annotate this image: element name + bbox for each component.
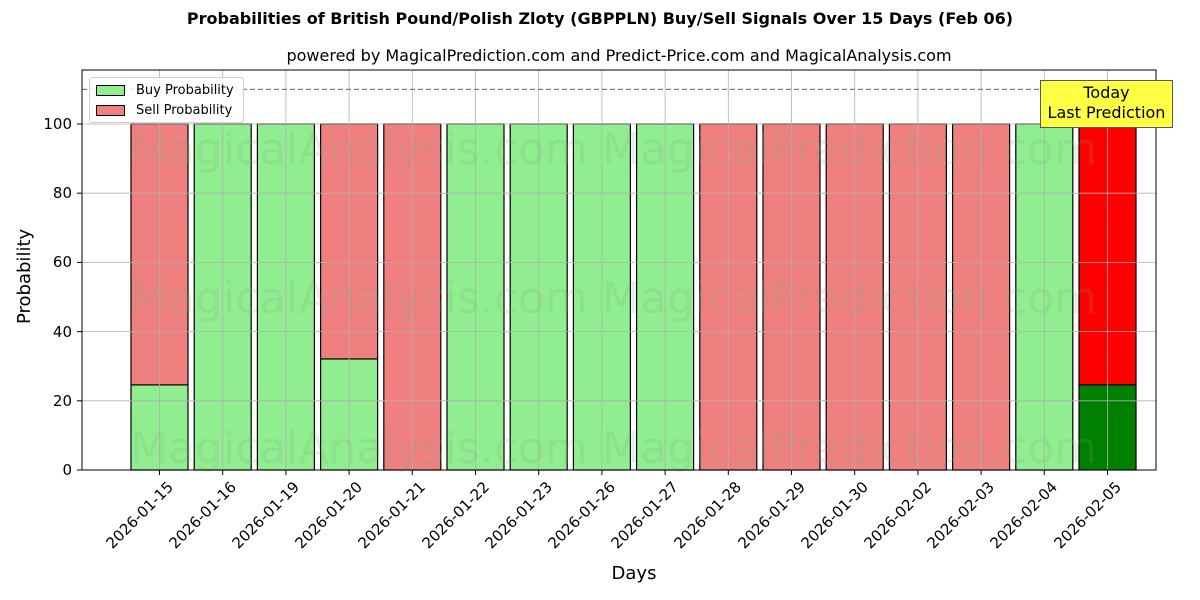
svg-text:MagicalPrediction.com: MagicalPrediction.com <box>602 273 1097 324</box>
legend: Buy Probability Sell Probability <box>89 77 244 123</box>
y-axis-label: Probability <box>14 228 35 324</box>
svg-text:MagicalAnalysis.com: MagicalAnalysis.com <box>130 423 588 474</box>
legend-sell-label: Sell Probability <box>136 102 233 118</box>
buy-swatch-icon <box>96 84 125 96</box>
legend-item-buy: Buy Probability <box>96 81 234 99</box>
annotation-line2: Last Prediction <box>1047 103 1166 122</box>
chart-subtitle: powered by MagicalPrediction.com and Pre… <box>286 46 952 65</box>
y-tick-label: 80 <box>52 184 72 203</box>
x-axis-label: Days <box>611 563 657 584</box>
legend-item-sell: Sell Probability <box>96 101 232 119</box>
svg-text:MagicalPrediction.com: MagicalPrediction.com <box>602 124 1097 175</box>
y-tick-label: 100 <box>43 115 72 133</box>
svg-text:MagicalPrediction.com: MagicalPrediction.com <box>602 423 1097 474</box>
svg-text:MagicalAnalysis.com: MagicalAnalysis.com <box>130 124 588 175</box>
y-tick-label: 40 <box>52 322 72 341</box>
y-tick-label: 0 <box>62 461 72 479</box>
sell-swatch-icon <box>96 104 125 116</box>
today-annotation: Today Last Prediction <box>1040 80 1173 128</box>
y-tick-label: 60 <box>52 253 72 272</box>
legend-buy-label: Buy Probability <box>136 82 234 98</box>
chart-title: Probabilities of British Pound/Polish Zl… <box>186 9 1014 28</box>
y-tick-label: 20 <box>52 391 72 410</box>
svg-text:MagicalAnalysis.com: MagicalAnalysis.com <box>130 273 588 324</box>
annotation-line1: Today <box>1083 83 1130 102</box>
